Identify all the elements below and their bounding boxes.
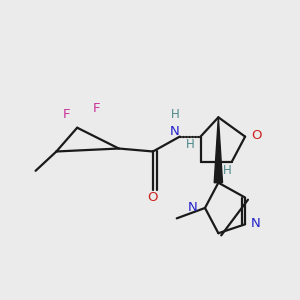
- Text: H: H: [170, 108, 179, 121]
- Text: O: O: [148, 191, 158, 204]
- Text: N: N: [169, 125, 179, 138]
- Text: F: F: [63, 108, 70, 121]
- Text: N: N: [250, 217, 260, 230]
- Text: N: N: [188, 201, 198, 214]
- Text: F: F: [93, 102, 100, 115]
- Text: O: O: [251, 129, 262, 142]
- Text: H: H: [186, 138, 194, 151]
- Polygon shape: [214, 117, 223, 183]
- Text: H: H: [223, 164, 232, 177]
